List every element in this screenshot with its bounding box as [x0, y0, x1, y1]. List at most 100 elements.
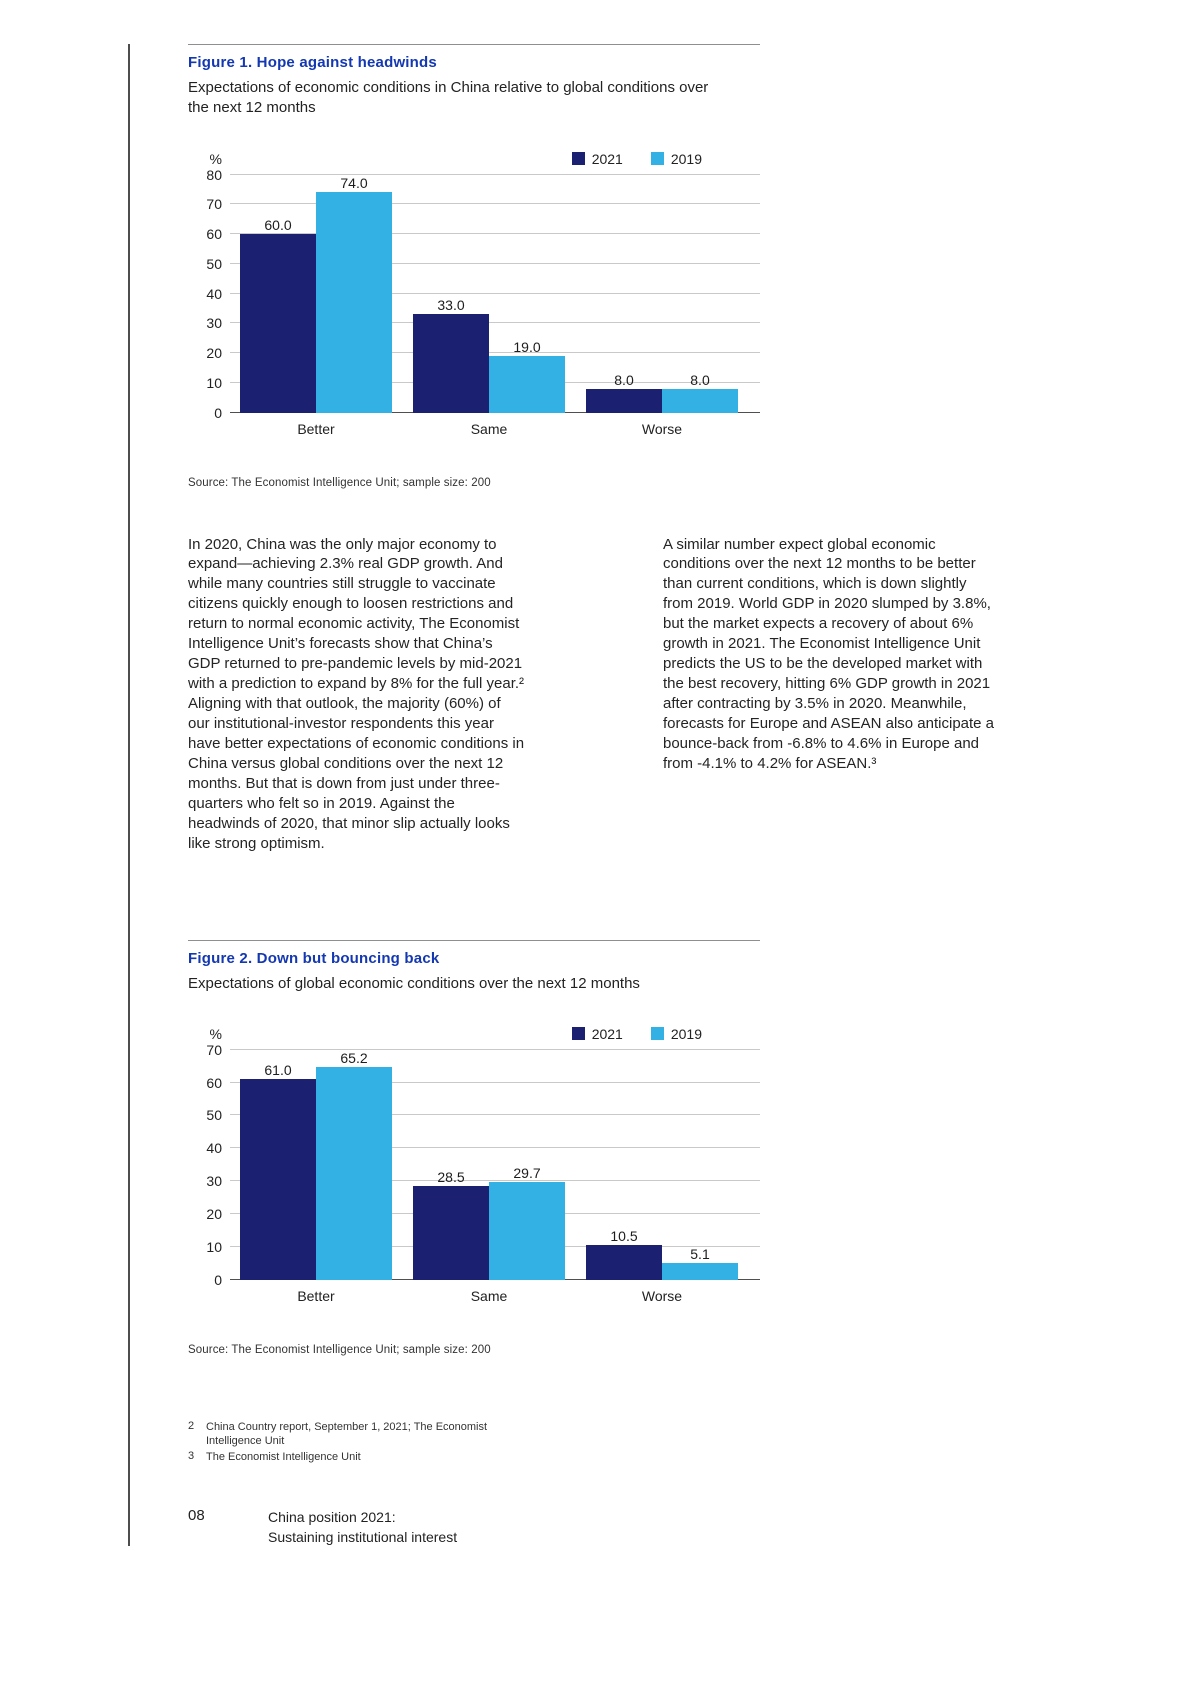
footnote: 2 China Country report, September 1, 202…: [188, 1420, 1000, 1449]
y-axis-unit-label: %: [209, 150, 222, 167]
y-axis: 0 10 20 30 40 50 60 70: [188, 1042, 222, 1288]
footer-line-1: China position 2021:: [268, 1508, 396, 1525]
y-tick-label: 50: [206, 1107, 222, 1124]
bar-2021-better: [240, 234, 316, 413]
legend-item-2019: 2019: [650, 150, 702, 167]
page-footer: 08 China position 2021: Sustaining insti…: [188, 1507, 1000, 1548]
x-tick-label-better: Better: [297, 420, 335, 437]
bar-2021-same: [413, 314, 489, 413]
bar-value-label: 8.0: [690, 371, 710, 388]
figure-2-subtitle: Expectations of global economic conditio…: [188, 974, 640, 992]
legend-swatch-icon: [571, 152, 585, 165]
bar-2021-worse: [586, 388, 662, 413]
x-tick-label-worse: Worse: [641, 420, 683, 437]
gridline: [230, 322, 760, 324]
figure-2-source: Source: The Economist Intelligence Unit;…: [188, 1343, 491, 1356]
body-column-left: In 2020, China was the only major econom…: [188, 535, 525, 852]
bar-value-label: 5.1: [690, 1246, 710, 1262]
bar-groups: 60.0 74.0 33.0 19.0 8.0 8.0: [230, 175, 760, 413]
bar-column: 29.7: [489, 1050, 565, 1280]
figure-2-title: Figure 2. Down but bouncing back: [188, 949, 440, 967]
bar-2021-worse: [586, 1245, 662, 1280]
bar-column: 19.0: [489, 175, 565, 413]
figure-1-source: Source: The Economist Intelligence Unit;…: [188, 476, 491, 489]
bar-column: 5.1: [662, 1050, 738, 1280]
y-axis-unit-label: %: [209, 1025, 222, 1042]
bar-column: 8.0: [662, 175, 738, 413]
bar-value-label: 33.0: [437, 297, 465, 314]
figure-2-block: Figure 2. Down but bouncing back Expecta…: [188, 939, 1000, 1356]
gridline: [230, 1114, 760, 1116]
gridline: [230, 262, 760, 264]
y-axis: 0 10 20 30 40 50 60 70 80: [188, 167, 222, 421]
bar-column: 60.0: [240, 175, 316, 413]
y-tick-label: 70: [206, 196, 222, 213]
y-tick-label: 10: [206, 1238, 222, 1255]
figure-1-title: Figure 1. Hope against headwinds: [188, 54, 437, 71]
y-tick-label: 30: [206, 1173, 222, 1190]
page-content: Figure 1. Hope against headwinds Expecta…: [188, 0, 1000, 1547]
bar-2019-same: [489, 1182, 565, 1280]
bar-2019-same: [489, 355, 565, 413]
y-tick-label: 70: [206, 1041, 222, 1058]
bar-2021-same: [413, 1186, 489, 1280]
legend-label: 2021: [591, 150, 623, 167]
legend: 2021 2019: [571, 1026, 702, 1042]
bar-value-label: 60.0: [264, 217, 292, 233]
bar-column: 8.0: [586, 175, 662, 413]
bar-value-label: 10.5: [610, 1228, 638, 1245]
x-axis-row: Better Same Worse: [188, 1288, 760, 1304]
x-axis-row: Better Same Worse: [188, 421, 760, 437]
y-tick-label: 50: [206, 255, 222, 272]
y-tick-label: 0: [214, 1271, 222, 1288]
y-tick-label: 0: [214, 404, 222, 421]
legend: 2021 2019: [571, 150, 702, 167]
bar-value-label: 28.5: [437, 1169, 465, 1186]
bar-2019-better: [316, 1066, 392, 1280]
chart-body: 0 10 20 30 40 50 60 70 80 60.0 74.0 33.0 19.0 8.0 8.0: [188, 167, 760, 421]
y-tick-label: 80: [206, 166, 222, 183]
body-column-right: A similar number expect global economic …: [663, 535, 995, 772]
chart-body: 0 10 20 30 40 50 60 70 61.0 65.2 28.5 29.7 10.5 5.1: [188, 1042, 760, 1288]
chart-header: % 2021 2019: [188, 151, 760, 167]
gridline: [230, 1180, 760, 1182]
footnote-number: 3: [188, 1450, 195, 1463]
legend-swatch-icon: [650, 1027, 664, 1041]
bar-column: 28.5: [413, 1050, 489, 1280]
plot-area: 60.0 74.0 33.0 19.0 8.0 8.0: [230, 173, 760, 413]
bar-column: 33.0: [413, 175, 489, 413]
bar-value-label: 74.0: [340, 175, 368, 192]
y-tick-label: 10: [206, 374, 222, 391]
legend-swatch-icon: [650, 152, 664, 165]
legend-item-2021: 2021: [571, 150, 623, 167]
page-margin-rule: [128, 44, 130, 1546]
legend-item-2021: 2021: [571, 1026, 623, 1042]
figure-1-block: Figure 1. Hope against headwinds Expecta…: [188, 44, 1000, 489]
footnotes: 2 China Country report, September 1, 202…: [188, 1420, 1000, 1465]
y-tick-label: 60: [206, 1074, 222, 1091]
footnote-text: The Economist Intelligence Unit: [206, 1451, 361, 1464]
bar-2021-better: [240, 1079, 316, 1280]
bar-column: 61.0: [240, 1050, 316, 1280]
y-tick-label: 20: [206, 1206, 222, 1223]
y-tick-label: 40: [206, 1140, 222, 1157]
footnote-text: China Country report, September 1, 2021;…: [206, 1420, 488, 1448]
bar-group-better: 61.0 65.2: [240, 1050, 392, 1280]
bar-2019-worse: [662, 1263, 738, 1280]
gridline: [230, 233, 760, 234]
legend-swatch-icon: [571, 1027, 585, 1041]
legend-label: 2019: [670, 150, 702, 167]
footer-line-2: Sustaining institutional interest: [268, 1528, 458, 1545]
bar-value-label: 61.0: [264, 1062, 292, 1079]
gridline: [230, 203, 760, 205]
figure-2-divider: [188, 939, 760, 941]
bar-column: 65.2: [316, 1050, 392, 1280]
x-tick-label-worse: Worse: [641, 1287, 683, 1304]
footnote-number: 2: [188, 1419, 195, 1432]
figure-1-chart: % 2021 2019 0 10 20 30 40 50 60 70 80 60.0 74.0 33.…: [188, 151, 760, 437]
bar-value-label: 19.0: [513, 338, 541, 355]
bar-group-better: 60.0 74.0: [240, 175, 392, 413]
x-axis: Better Same Worse: [230, 1288, 760, 1304]
bar-group-worse: 10.5 5.1: [586, 1050, 738, 1280]
bar-groups: 61.0 65.2 28.5 29.7 10.5 5.1: [230, 1050, 760, 1280]
